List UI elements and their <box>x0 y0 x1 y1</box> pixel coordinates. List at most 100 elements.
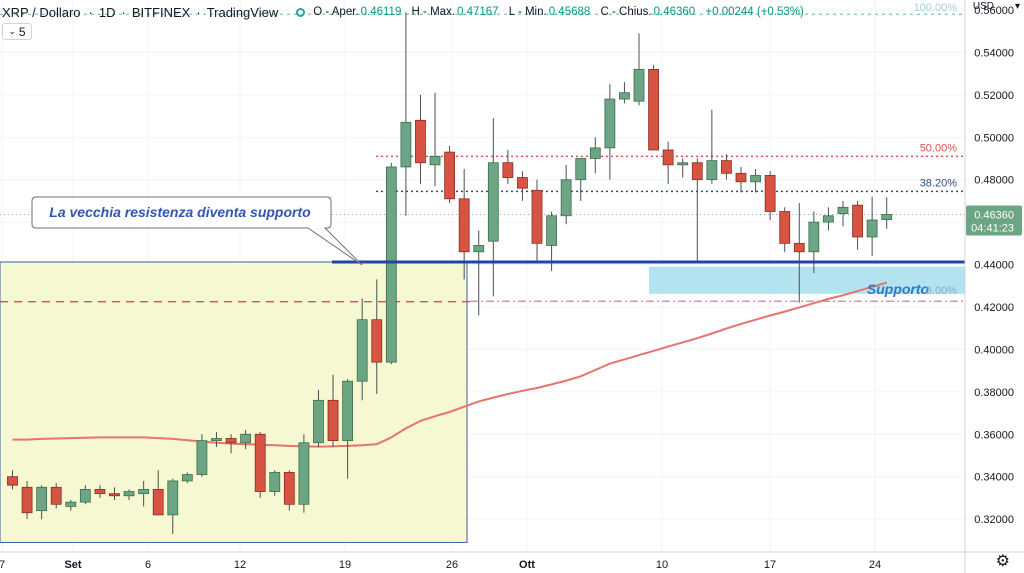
open-value: 0.46119 <box>360 6 402 18</box>
interval-label[interactable]: 1D <box>98 4 116 20</box>
candle-body <box>240 433 252 444</box>
candle <box>677 158 689 178</box>
candle-body <box>750 175 761 183</box>
candle <box>721 154 732 180</box>
candle <box>21 480 33 520</box>
candle <box>531 179 543 263</box>
currency-label[interactable]: USD <box>972 1 994 12</box>
candle-body <box>400 122 412 168</box>
candle-body <box>866 219 878 238</box>
candle-body <box>793 242 805 253</box>
candle <box>648 65 659 151</box>
candle-body <box>196 440 208 475</box>
fib-382-label: 38.20% <box>920 177 958 189</box>
candle-body <box>619 92 630 100</box>
candle <box>240 430 252 450</box>
candle <box>852 200 863 250</box>
candle-body <box>852 204 863 238</box>
moving-average-line <box>12 281 887 448</box>
candle-body <box>589 147 601 159</box>
candle-body <box>50 486 62 505</box>
candle <box>750 169 761 193</box>
platform-label: TradingView <box>206 4 279 20</box>
candle-body <box>181 474 193 482</box>
time-tick-label: 10 <box>656 559 668 571</box>
candle <box>735 166 747 193</box>
candle <box>823 207 834 231</box>
candle <box>866 196 878 257</box>
moving-average <box>12 281 887 448</box>
candle-body <box>211 438 222 442</box>
time-tick-label: Set <box>64 559 81 571</box>
close-value: 0.46360 <box>653 6 696 18</box>
candle-body <box>706 160 718 181</box>
candle-body <box>604 98 616 149</box>
chevron-down-icon: ⌄ <box>8 26 16 36</box>
candle-body <box>458 198 470 253</box>
price-tick-label: 0.52000 <box>974 90 1014 102</box>
candle <box>109 487 120 501</box>
candle <box>429 92 441 187</box>
candle-body <box>225 438 237 444</box>
candle-body <box>269 472 281 492</box>
candle-body <box>502 162 514 178</box>
candle <box>487 118 499 297</box>
fib-100-label: 100.00% <box>914 2 958 14</box>
candle <box>298 434 310 513</box>
header-separator: · <box>196 4 201 20</box>
symbol-title[interactable]: XRP / Dollaro <box>2 4 81 20</box>
candle-body <box>691 162 703 181</box>
last-price-badge <box>966 205 1022 236</box>
candle-body <box>283 472 295 505</box>
price-tick-label: 0.32000 <box>974 514 1014 526</box>
price-tick-label: 0.40000 <box>974 344 1014 356</box>
candle-body <box>677 162 689 166</box>
chevron-down-icon[interactable]: ▾ <box>1014 1 1020 12</box>
price-tick-label: 0.36000 <box>974 429 1014 441</box>
candle <box>764 171 776 220</box>
candle-body <box>808 221 820 253</box>
candle-body <box>648 68 659 151</box>
candle-body <box>123 491 135 497</box>
candle-body <box>415 119 426 164</box>
candle <box>123 489 135 501</box>
support-zone-label: Supporto <box>867 281 930 297</box>
candle <box>589 137 601 174</box>
candle-body <box>298 442 310 505</box>
low-value: 0.45688 <box>548 6 591 18</box>
candle <box>793 203 805 303</box>
candle-body <box>735 172 747 183</box>
open-label: O - Aper. <box>313 6 359 18</box>
candle-body <box>487 162 499 242</box>
candle <box>196 434 208 477</box>
candle <box>560 164 572 225</box>
candle <box>269 470 281 496</box>
candle-body <box>823 215 834 223</box>
header-separator: · <box>121 4 126 20</box>
candle-body <box>662 149 674 166</box>
candle-body <box>152 489 164 516</box>
drawings: La vecchia resistenza diventa supporto Su… <box>31 2 965 297</box>
candle <box>662 141 674 184</box>
price-tick-label: 0.42000 <box>974 302 1014 314</box>
background-drawings <box>0 13 965 543</box>
time-tick-label: 12 <box>234 559 246 571</box>
candle <box>327 374 339 447</box>
candle <box>400 12 412 216</box>
candle <box>138 480 150 507</box>
last-price-label: 0.46360 <box>974 209 1014 221</box>
candle <box>342 379 354 479</box>
time-tick-label: 7 <box>0 559 5 571</box>
time-tick-label: 26 <box>446 559 458 571</box>
interval-toggle-button[interactable]: ⌄ 5 <box>2 23 32 40</box>
candle <box>283 470 295 511</box>
candle-body <box>342 380 354 442</box>
gear-icon[interactable]: ⚙ <box>995 553 1010 570</box>
time-tick-label: 6 <box>145 559 151 571</box>
candle-body <box>837 206 849 215</box>
consolidation-rectangle <box>0 261 468 543</box>
candle <box>619 82 630 104</box>
fib-0-label: 0.00% <box>926 285 957 297</box>
